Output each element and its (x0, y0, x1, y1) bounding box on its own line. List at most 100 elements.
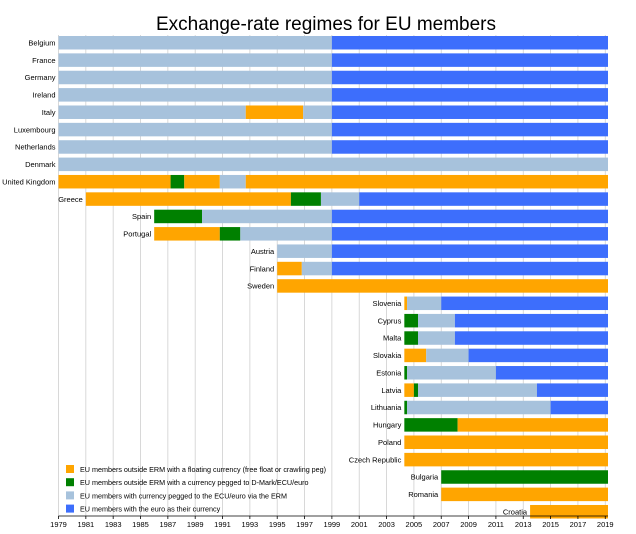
bar-segment (413, 383, 418, 397)
x-tick-label: 2003 (378, 520, 395, 529)
bar-segment (301, 261, 332, 276)
bar-segment (58, 88, 332, 102)
bar-segment (404, 418, 458, 432)
bar-segment (58, 105, 246, 119)
bar-segment (359, 192, 608, 206)
x-tick-label: 1997 (296, 520, 313, 529)
country-label: Poland (378, 438, 401, 447)
bar-segment (407, 296, 442, 311)
bars (58, 36, 609, 519)
bar-segment (290, 192, 321, 206)
x-tick-label: 1999 (324, 520, 341, 529)
bar-segment (407, 400, 551, 415)
bar-segment (331, 105, 608, 119)
bar-segment (219, 174, 246, 189)
chart-title: Exchange-rate regimes for EU members (156, 14, 496, 35)
x-tick-label: 1987 (160, 520, 177, 529)
x-tick-label: 2007 (433, 520, 450, 529)
legend-swatch (66, 478, 74, 487)
x-tick-label: 2011 (488, 520, 504, 529)
bar-segment (58, 157, 608, 172)
bar-segment (58, 174, 171, 189)
bar-segment (277, 279, 608, 293)
legend: EU members outside ERM with a floating c… (66, 465, 326, 514)
bar-segment (331, 140, 608, 154)
bar-segment (441, 470, 608, 484)
country-labels: Belgium France Germany Ireland Italy Luxembou… (2, 38, 528, 516)
legend-swatch (66, 465, 74, 473)
bar-segment (404, 435, 608, 450)
country-label: Slovenia (373, 299, 403, 308)
bar-segment (320, 192, 360, 206)
country-label: Malta (383, 334, 402, 343)
bar-segment (550, 400, 608, 415)
bar-segment (404, 366, 408, 380)
country-label: Austria (251, 247, 275, 256)
bar-segment (331, 244, 608, 258)
bar-segment (58, 70, 332, 85)
country-label: Lithuania (371, 403, 402, 412)
bar-segment (468, 348, 608, 363)
country-label: Czech Republic (349, 455, 402, 464)
x-tick-label: 2019 (597, 520, 614, 529)
country-label: Romania (408, 490, 439, 499)
bar-segment (457, 418, 608, 432)
country-label: Slovakia (373, 351, 402, 360)
x-tick-label: 2013 (515, 520, 532, 529)
bar-segment (240, 227, 332, 241)
bar-segment (417, 313, 455, 328)
x-tick-label: 1983 (105, 520, 122, 529)
x-tick-label: 1985 (132, 520, 149, 529)
country-label: Ireland (33, 91, 56, 100)
legend-swatch (66, 491, 74, 500)
bar-segment (536, 383, 608, 397)
x-tick-label: 1993 (242, 520, 259, 529)
bar-segment (454, 331, 608, 345)
bar-segment (407, 366, 496, 380)
legend-label: EU members with currency pegged to the E… (80, 491, 287, 500)
bar-segment (303, 105, 332, 119)
bar-segment (404, 348, 427, 363)
bar-segment (331, 88, 608, 102)
bar-segment (170, 174, 185, 189)
country-label: United Kingdom (2, 177, 55, 186)
bar-segment (530, 504, 608, 519)
legend-label: EU members outside ERM with a currency p… (80, 478, 309, 487)
bar-segment (331, 122, 608, 137)
bar-segment (404, 400, 408, 415)
x-tick-label: 2009 (460, 520, 477, 529)
bar-segment (441, 487, 608, 502)
x-tick-label: 1995 (269, 520, 286, 529)
country-label: Portugal (123, 230, 151, 239)
country-label: France (32, 56, 55, 65)
country-label: Finland (250, 264, 275, 273)
bar-segment (58, 140, 332, 154)
bar-segment (441, 296, 608, 311)
country-label: Greece (58, 195, 83, 204)
bar-segment (404, 331, 418, 345)
x-tick-label: 2015 (542, 520, 559, 529)
country-label: Latvia (381, 386, 402, 395)
country-label: Sweden (247, 282, 274, 291)
country-label: Bulgaria (411, 473, 439, 482)
bar-segment (331, 36, 608, 50)
bar-segment (154, 209, 203, 224)
bar-segment (331, 261, 608, 276)
country-label: Luxembourg (14, 125, 56, 134)
country-label: Hungary (373, 421, 402, 430)
country-label: Germany (25, 73, 56, 82)
bar-segment (495, 366, 608, 380)
bar-segment (245, 174, 609, 189)
x-tick-label: 1991 (214, 520, 231, 529)
bar-segment (277, 244, 332, 258)
bar-segment (417, 383, 537, 397)
country-label: Denmark (25, 160, 56, 169)
bar-segment (426, 348, 469, 363)
bar-segment (454, 313, 608, 328)
x-tick-label: 1979 (50, 520, 67, 529)
country-label: Spain (132, 212, 151, 221)
x-axis: 1979 1981 1983 1985 1987 1989 1991 1993 1995 1997… (50, 515, 614, 529)
bar-segment (219, 227, 241, 241)
bar-segment (184, 174, 220, 189)
country-label: Estonia (376, 368, 402, 377)
